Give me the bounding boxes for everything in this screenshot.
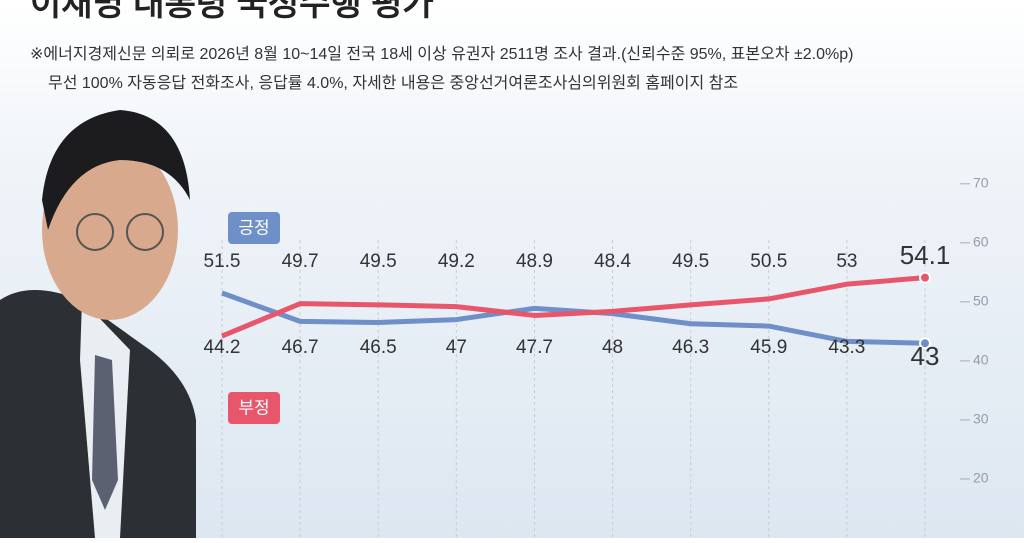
data-label: 43.3 [828,337,865,358]
y-tick-label: 40 [973,352,989,368]
y-tick-label: 50 [973,293,989,309]
y-tick-label: 30 [973,411,989,427]
data-label: 47.7 [516,337,553,358]
data-label: 49.5 [672,251,709,272]
legend-label: 긍정 [238,218,269,237]
y-tick-label: 20 [973,470,989,486]
legend-swatch [228,392,280,424]
y-tick-label: 60 [973,234,989,250]
data-label: 49.5 [360,251,397,272]
note: 무선 100% 자동응답 전화조사, 응답률 4.0%, 자세한 내용은 중앙선… [48,74,738,92]
end-marker [919,337,931,350]
data-label: 43 [911,341,940,371]
data-label: 46.5 [360,337,397,358]
data-label: 50.5 [750,251,787,272]
data-label: 48.9 [516,251,553,272]
data-label: 46.7 [282,337,319,358]
data-label: 46.3 [672,337,709,358]
legend: 긍정 부정 [228,212,280,424]
portrait [0,110,196,538]
data-label: 48.4 [594,251,631,272]
legend-swatch [228,212,280,244]
data-label: 47 [446,337,467,358]
data-label: 54.1 [900,240,951,270]
note: ※에너지경제신문 의뢰로 2026년 8월 10~14일 전국 18세 이상 유… [30,45,853,63]
series-line [221,275,926,339]
data-label: 48 [602,337,623,358]
legend-label: 부정 [238,398,269,417]
end-marker [919,271,931,284]
data-label: 45.9 [750,337,787,358]
data-label: 44.2 [204,337,241,358]
data-label: 51.5 [204,251,241,272]
y-tick-label: 70 [973,175,989,191]
data-label: 49.2 [438,251,475,272]
chart-title: 이재명 대통령 국정수행 평가 [30,0,434,23]
data-label: 49.7 [282,251,319,272]
data-label: 53 [836,251,857,272]
